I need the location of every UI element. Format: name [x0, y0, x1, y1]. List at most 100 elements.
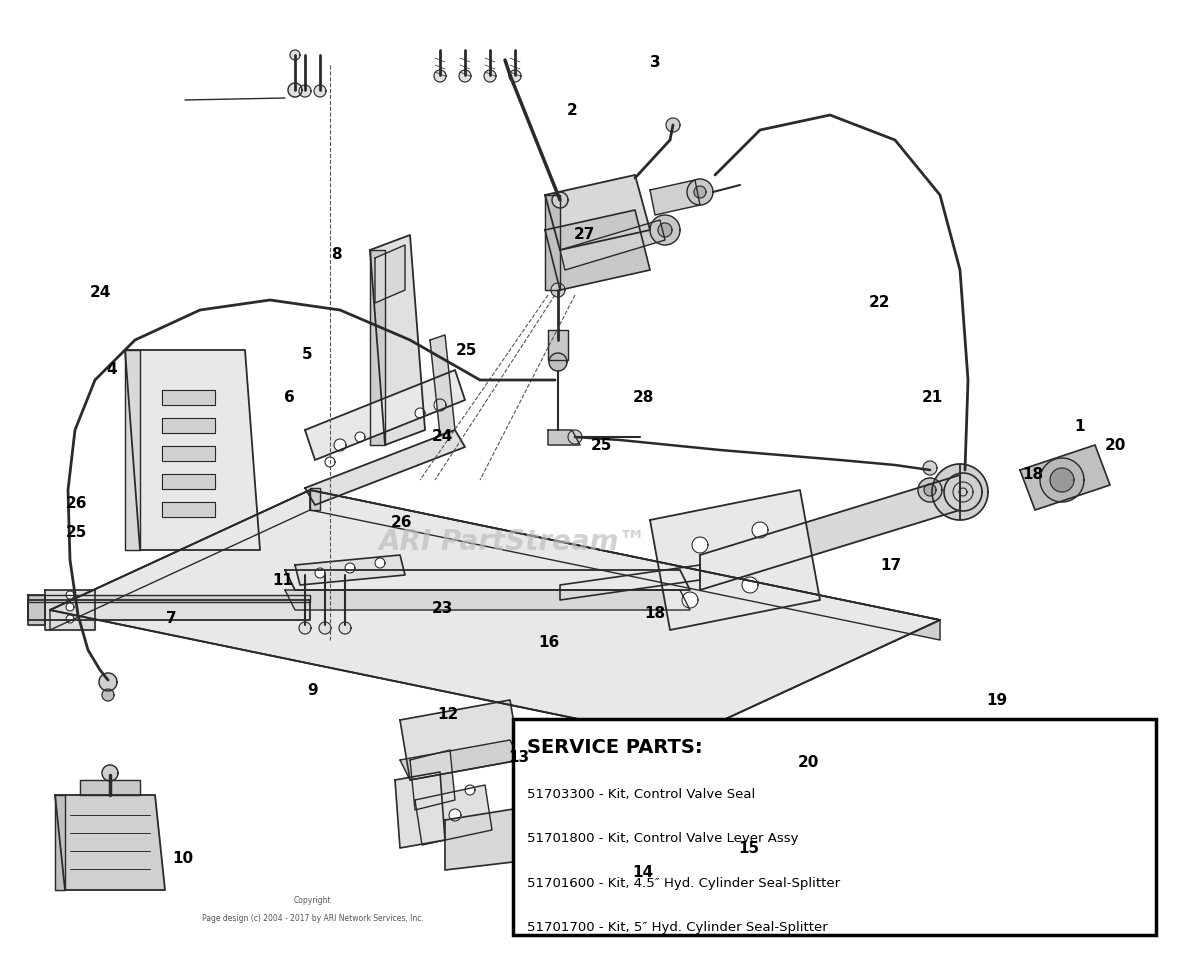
Polygon shape: [742, 577, 758, 593]
Polygon shape: [55, 795, 65, 890]
Polygon shape: [50, 490, 940, 740]
Polygon shape: [125, 350, 140, 550]
Polygon shape: [80, 780, 140, 795]
Polygon shape: [162, 418, 215, 433]
Polygon shape: [310, 488, 320, 510]
Polygon shape: [334, 439, 346, 451]
Polygon shape: [55, 795, 165, 890]
Text: 51701600 - Kit, 4.5″ Hyd. Cylinder Seal-Splitter: 51701600 - Kit, 4.5″ Hyd. Cylinder Seal-…: [527, 877, 840, 890]
Polygon shape: [375, 558, 385, 568]
Polygon shape: [691, 537, 708, 553]
Text: 26: 26: [391, 515, 412, 530]
Polygon shape: [162, 446, 215, 461]
Polygon shape: [101, 765, 118, 781]
Text: 6: 6: [283, 390, 295, 406]
Polygon shape: [545, 175, 650, 250]
Text: 24: 24: [432, 429, 453, 444]
Polygon shape: [552, 192, 568, 208]
Text: 1: 1: [1075, 419, 1084, 434]
Polygon shape: [434, 399, 446, 411]
Polygon shape: [545, 210, 650, 290]
Polygon shape: [299, 622, 312, 634]
Text: 27: 27: [573, 227, 595, 243]
Text: 8: 8: [330, 246, 342, 262]
Polygon shape: [66, 591, 74, 599]
Polygon shape: [545, 195, 560, 290]
Polygon shape: [415, 785, 492, 845]
Polygon shape: [450, 809, 461, 821]
Text: 21: 21: [922, 390, 943, 406]
Polygon shape: [923, 461, 937, 475]
Polygon shape: [415, 408, 425, 418]
Text: Page design (c) 2004 - 2017 by ARI Network Services, Inc.: Page design (c) 2004 - 2017 by ARI Netwo…: [202, 914, 424, 923]
Polygon shape: [700, 475, 961, 590]
Polygon shape: [371, 235, 425, 445]
Polygon shape: [66, 603, 74, 611]
Text: 24: 24: [90, 285, 111, 300]
Text: 51701800 - Kit, Control Valve Lever Assy: 51701800 - Kit, Control Valve Lever Assy: [527, 832, 799, 846]
Polygon shape: [355, 432, 365, 442]
Polygon shape: [371, 250, 385, 445]
Text: 25: 25: [455, 342, 477, 358]
Text: SERVICE PARTS:: SERVICE PARTS:: [527, 738, 703, 758]
Polygon shape: [339, 622, 350, 634]
Polygon shape: [953, 482, 974, 502]
FancyBboxPatch shape: [513, 719, 1156, 935]
Polygon shape: [548, 430, 581, 445]
Polygon shape: [50, 490, 940, 740]
Polygon shape: [66, 615, 74, 623]
Polygon shape: [650, 215, 680, 245]
Text: 10: 10: [172, 851, 194, 866]
Polygon shape: [286, 590, 690, 610]
Polygon shape: [484, 70, 496, 82]
Text: 11: 11: [273, 573, 294, 588]
Text: 22: 22: [868, 294, 890, 310]
Polygon shape: [125, 350, 260, 550]
Polygon shape: [409, 750, 455, 810]
Text: 28: 28: [632, 390, 654, 406]
Polygon shape: [658, 223, 671, 237]
Text: 13: 13: [509, 750, 530, 765]
Polygon shape: [560, 565, 700, 600]
Polygon shape: [1050, 468, 1074, 492]
Polygon shape: [752, 522, 768, 538]
Polygon shape: [560, 220, 666, 270]
Polygon shape: [162, 502, 215, 517]
Polygon shape: [310, 490, 940, 640]
Polygon shape: [45, 590, 96, 630]
Polygon shape: [666, 118, 680, 132]
Polygon shape: [434, 70, 446, 82]
Polygon shape: [286, 570, 690, 590]
Polygon shape: [932, 464, 988, 520]
Polygon shape: [944, 473, 982, 511]
Polygon shape: [509, 70, 522, 82]
Text: 18: 18: [1022, 467, 1043, 482]
Text: ARI PartStream™: ARI PartStream™: [379, 527, 648, 556]
Polygon shape: [50, 490, 310, 630]
Polygon shape: [288, 83, 302, 97]
Polygon shape: [162, 474, 215, 489]
Polygon shape: [304, 370, 465, 460]
Text: 5: 5: [301, 347, 313, 363]
Polygon shape: [295, 555, 405, 585]
Text: 3: 3: [649, 55, 661, 70]
Polygon shape: [430, 335, 455, 435]
Polygon shape: [162, 390, 215, 405]
Polygon shape: [28, 595, 310, 602]
Polygon shape: [375, 245, 405, 303]
Polygon shape: [345, 563, 355, 573]
Polygon shape: [694, 186, 706, 198]
Text: 2: 2: [566, 103, 578, 118]
Polygon shape: [304, 430, 465, 505]
Polygon shape: [28, 595, 45, 625]
Text: 14: 14: [632, 865, 654, 880]
Polygon shape: [465, 785, 476, 795]
Polygon shape: [315, 568, 324, 578]
Text: 15: 15: [739, 841, 760, 856]
Polygon shape: [319, 622, 332, 634]
Polygon shape: [959, 488, 966, 496]
Text: 9: 9: [307, 683, 319, 698]
Polygon shape: [400, 740, 520, 780]
Polygon shape: [548, 330, 568, 360]
Text: 16: 16: [538, 635, 559, 650]
